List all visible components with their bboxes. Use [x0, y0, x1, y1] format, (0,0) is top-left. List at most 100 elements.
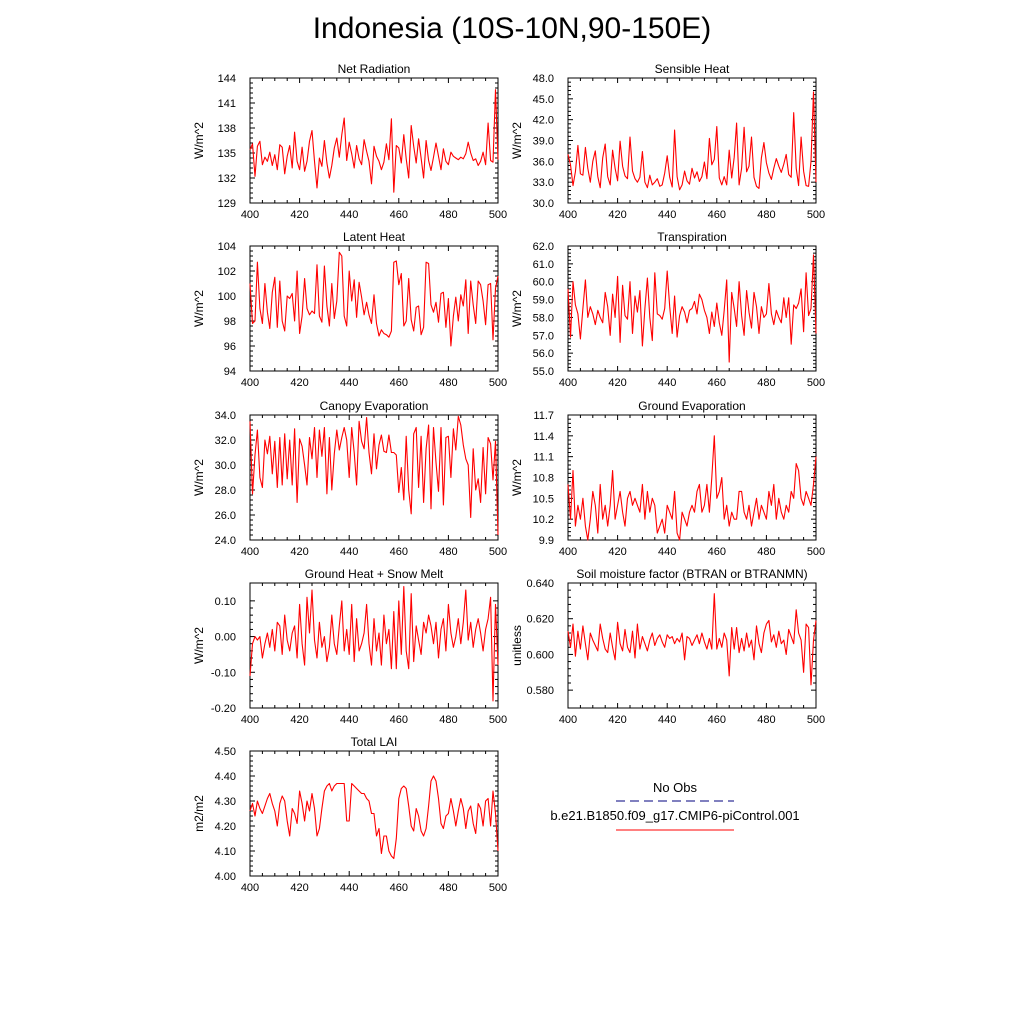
y-tick-label: 0.00 — [215, 632, 236, 644]
series-line — [249, 586, 499, 702]
y-tick-label: 144 — [218, 73, 236, 85]
x-tick-label: 460 — [390, 209, 408, 221]
x-tick-label: 460 — [390, 546, 408, 558]
series-line — [567, 435, 817, 541]
chart-panel: 400 420 440 460 480 500 24.0 26.0 28.0 30.0 32.0 34… — [192, 399, 507, 558]
x-tick-label: 420 — [608, 209, 626, 221]
y-tick-label: 104 — [218, 241, 236, 253]
x-tick-label: 500 — [489, 546, 507, 558]
y-tick-label: 11.7 — [533, 410, 554, 422]
series-line — [249, 251, 499, 347]
x-tick-label: 420 — [290, 209, 308, 221]
x-tick-label: 460 — [708, 546, 726, 558]
y-tick-label: 58.0 — [533, 312, 554, 324]
x-tick-label: 500 — [489, 377, 507, 389]
y-tick-label: 4.40 — [215, 771, 236, 783]
y-tick-label: 0.600 — [526, 649, 554, 661]
x-tick-label: 440 — [340, 882, 358, 894]
panel-title: Total LAI — [351, 735, 398, 749]
series-line — [249, 775, 499, 860]
x-tick-label: 400 — [241, 882, 259, 894]
x-tick-label: 440 — [658, 209, 676, 221]
x-tick-label: 440 — [658, 714, 676, 726]
y-tick-label: 9.9 — [539, 535, 554, 547]
y-tick-label: 96 — [224, 341, 236, 353]
plot-frame — [249, 245, 499, 372]
main-title-text: Indonesia (10S-10N,90-150E) — [312, 12, 712, 45]
y-tick-label: 94 — [224, 366, 236, 378]
y-tick-label: 0.640 — [526, 578, 554, 590]
x-tick-label: 460 — [708, 377, 726, 389]
x-tick-label: 400 — [241, 377, 259, 389]
x-tick-label: 500 — [807, 209, 825, 221]
chart-panel: 400 420 440 460 480 500 30.0 33.0 36.0 39.0 42.0 45… — [510, 62, 825, 221]
y-tick-label: 4.10 — [215, 846, 236, 858]
y-tick-label: 32.0 — [215, 435, 236, 447]
y-axis-label: m2/m2 — [192, 795, 206, 832]
panel-title: Canopy Evaporation — [320, 399, 429, 413]
x-tick-label: 480 — [757, 209, 775, 221]
y-axis-label: W/m^2 — [192, 459, 206, 496]
x-tick-label: 500 — [489, 882, 507, 894]
y-tick-label: 100 — [218, 291, 236, 303]
y-tick-label: 28.0 — [215, 485, 236, 497]
y-tick-label: 26.0 — [215, 510, 236, 522]
y-tick-label: 30.0 — [215, 460, 236, 472]
y-tick-label: -0.20 — [211, 703, 236, 715]
panel-title: Transpiration — [657, 230, 727, 244]
y-tick-label: 0.580 — [526, 685, 554, 697]
y-tick-label: 57.0 — [533, 330, 554, 342]
x-tick-label: 480 — [439, 714, 457, 726]
y-tick-label: 11.1 — [533, 452, 554, 464]
y-tick-label: 0.10 — [215, 596, 236, 608]
x-tick-label: 460 — [390, 714, 408, 726]
y-tick-label: 10.8 — [533, 473, 554, 485]
x-tick-label: 440 — [658, 546, 676, 558]
y-tick-label: 98 — [224, 316, 236, 328]
x-tick-label: 420 — [290, 377, 308, 389]
panel-title: Ground Heat + Snow Melt — [305, 567, 444, 581]
series-line — [249, 89, 499, 193]
y-tick-label: 4.30 — [215, 796, 236, 808]
x-tick-label: 480 — [439, 546, 457, 558]
y-tick-label: 132 — [218, 173, 236, 185]
plot-frame — [567, 414, 817, 541]
y-tick-label: 0.620 — [526, 614, 554, 626]
plot-frame — [567, 77, 817, 204]
panel-title: Latent Heat — [343, 230, 406, 244]
y-tick-label: 33.0 — [533, 177, 554, 189]
x-tick-label: 500 — [489, 209, 507, 221]
y-tick-label: 62.0 — [533, 241, 554, 253]
panel-title: Net Radiation — [338, 62, 411, 76]
y-axis-label: W/m^2 — [510, 290, 524, 327]
y-tick-label: 4.50 — [215, 746, 236, 758]
chart-panel: 400 420 440 460 480 500 55.0 56.0 57.0 58.0 59.0 60… — [510, 230, 825, 389]
y-tick-label: 36.0 — [533, 156, 554, 168]
x-tick-label: 420 — [608, 377, 626, 389]
chart-panel: 400 420 440 460 480 500 4.00 4.10 4.20 4.30 4.40 4.… — [192, 735, 507, 894]
chart-panel: 400 420 440 460 480 500 129 132 135 138 141 144 Net … — [192, 62, 507, 221]
y-axis-label: W/m^2 — [510, 122, 524, 159]
x-tick-label: 400 — [241, 714, 259, 726]
series-line — [567, 593, 817, 686]
x-tick-label: 480 — [757, 377, 775, 389]
series-line — [249, 415, 499, 536]
x-tick-label: 400 — [559, 377, 577, 389]
y-tick-label: 48.0 — [533, 73, 554, 85]
y-tick-label: 10.2 — [533, 514, 554, 526]
y-tick-label: 55.0 — [533, 366, 554, 378]
y-tick-label: 24.0 — [215, 535, 236, 547]
y-tick-label: 11.4 — [533, 431, 554, 443]
series-line — [567, 254, 817, 363]
x-tick-label: 440 — [658, 377, 676, 389]
x-tick-label: 440 — [340, 377, 358, 389]
chart-panel: 400 420 440 460 480 500 0.580 0.600 0.620 0.640 So… — [510, 567, 825, 726]
x-tick-label: 500 — [489, 714, 507, 726]
x-tick-label: 420 — [290, 714, 308, 726]
y-axis-label: W/m^2 — [192, 627, 206, 664]
y-tick-label: 60.0 — [533, 277, 554, 289]
y-axis-label: W/m^2 — [192, 290, 206, 327]
x-tick-label: 400 — [241, 546, 259, 558]
y-tick-label: 39.0 — [533, 136, 554, 148]
plot-frame — [249, 582, 499, 709]
